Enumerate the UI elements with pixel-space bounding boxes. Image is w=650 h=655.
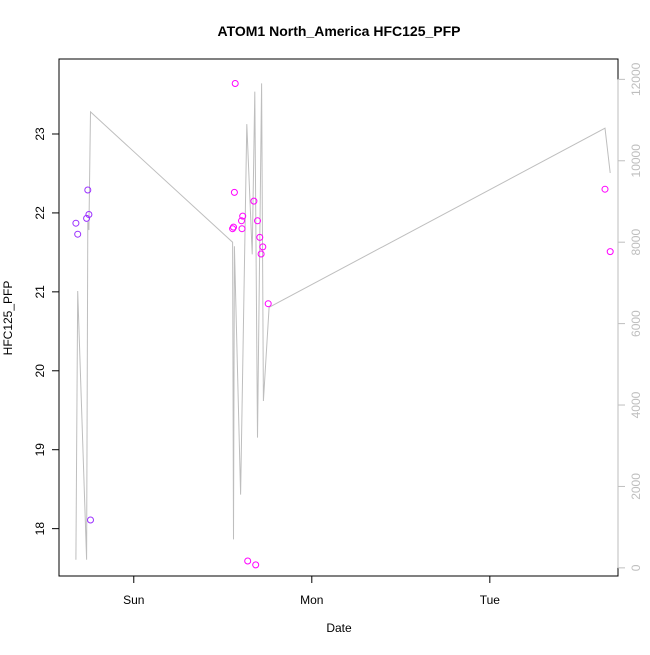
y-tick-label: 19	[33, 443, 47, 457]
chart-title: ATOM1 North_America HFC125_PFP	[218, 23, 461, 39]
data-point	[254, 217, 261, 225]
data-point	[230, 188, 238, 196]
y-tick-label: 23	[33, 127, 47, 141]
data-point	[244, 557, 252, 565]
y2-tick-label: 0	[629, 564, 643, 571]
y2-tick-label: 4000	[629, 391, 643, 418]
data-point	[250, 197, 258, 205]
y2-tick-label: 10000	[629, 144, 643, 178]
data-point	[230, 223, 237, 231]
data-point	[84, 186, 92, 194]
data-point	[606, 248, 614, 256]
data-point	[256, 233, 264, 241]
data-point	[238, 225, 246, 233]
series-layer	[75, 83, 611, 560]
data-point	[601, 185, 609, 193]
data-point	[74, 230, 82, 238]
data-point	[87, 516, 94, 524]
data-point	[264, 300, 272, 308]
y-tick-label: 18	[33, 522, 47, 536]
data-point	[85, 211, 93, 218]
y-tick-label: 20	[33, 364, 47, 378]
y-tick-label: 21	[33, 285, 47, 299]
y2-tick-label: 2000	[629, 473, 643, 500]
x-axis-label: Date	[326, 621, 352, 635]
data-point	[72, 219, 80, 227]
data-point	[259, 243, 267, 251]
data-point	[239, 212, 247, 220]
y-axis-label: HFC125_PFP	[1, 281, 15, 356]
data-point	[83, 214, 91, 222]
data-point	[238, 217, 245, 225]
plot-frame	[58, 58, 619, 577]
data-point	[257, 250, 265, 258]
x-tick-label: Tue	[480, 593, 501, 607]
y2-tick-label: 8000	[629, 229, 643, 256]
points-layer	[72, 80, 614, 569]
axes-layer: 18 19 20 21 22 23 0 2000 4000 6000 8000 10000 12000 S…	[33, 62, 643, 607]
y2-tick-label: 6000	[629, 310, 643, 337]
data-point	[231, 80, 239, 87]
x-tick-label: Mon	[300, 593, 323, 607]
y2-tick-label: 12000	[629, 62, 643, 96]
y-tick-label: 22	[33, 206, 47, 220]
secondary-series-line	[75, 83, 611, 560]
data-point	[252, 561, 260, 569]
x-tick-label: Sun	[123, 593, 144, 607]
